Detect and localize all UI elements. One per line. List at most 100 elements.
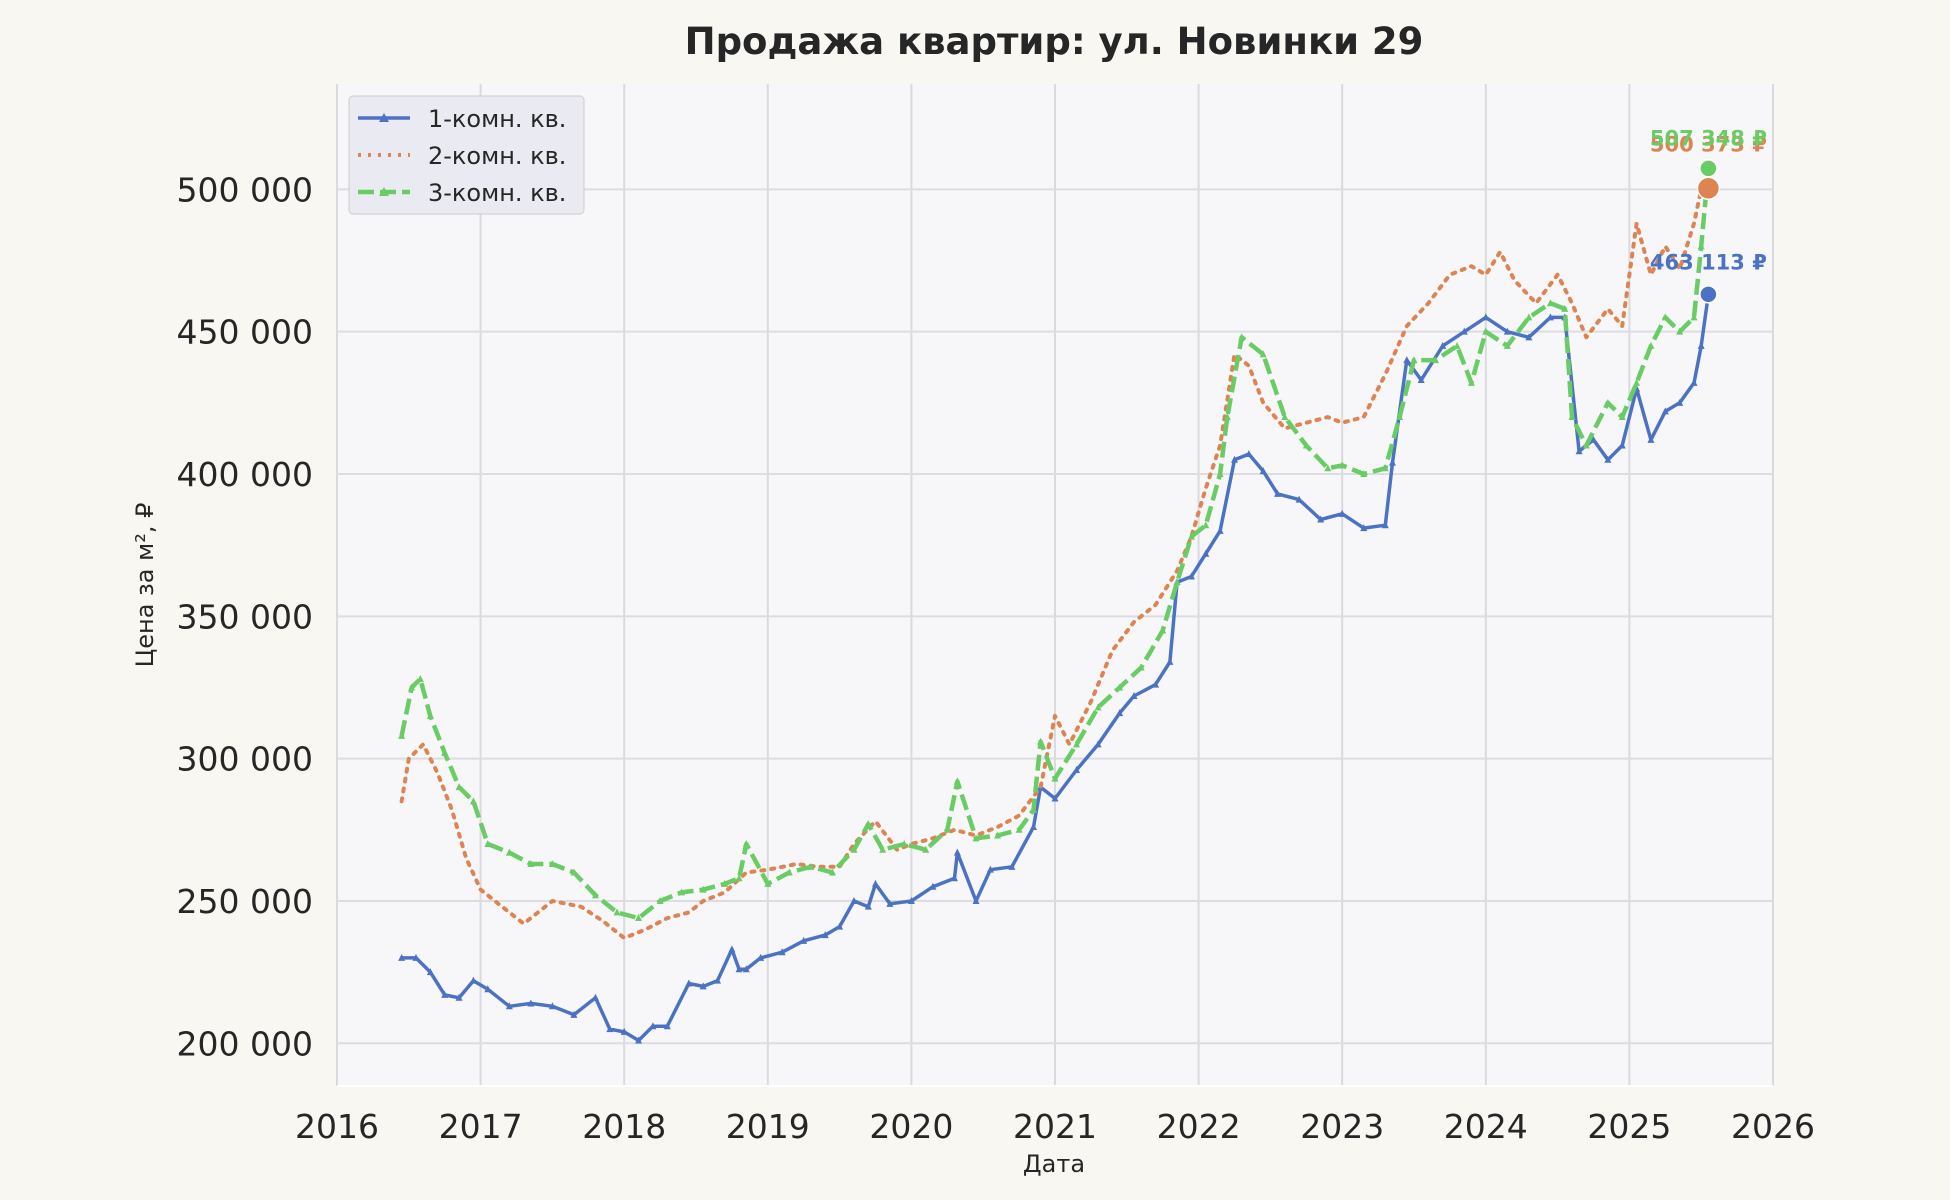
y-tick-label: 450 000 xyxy=(177,313,313,352)
end-value-label-2: 500 373 ₽ xyxy=(1650,132,1767,156)
series-1-point xyxy=(907,896,915,904)
series-3-point xyxy=(1159,626,1167,634)
series-1-point xyxy=(1245,450,1253,458)
series-3-point xyxy=(1561,304,1569,312)
series-1-point xyxy=(864,902,872,910)
series-3-point xyxy=(972,834,980,842)
series-1-point xyxy=(850,896,858,904)
series-3-point xyxy=(1116,683,1124,691)
series-1-point xyxy=(398,953,406,961)
y-tick-label: 300 000 xyxy=(177,740,313,779)
x-tick-label: 2016 xyxy=(295,1107,379,1146)
series-1-point xyxy=(1647,435,1655,443)
series-3-point xyxy=(656,896,664,904)
series-1-point xyxy=(635,1036,643,1044)
series-1-point xyxy=(469,976,477,984)
series-1-point xyxy=(986,865,994,873)
series-1-point xyxy=(412,953,420,961)
series-1-point xyxy=(1338,509,1346,517)
series-3-point xyxy=(1410,356,1418,364)
series-3-point xyxy=(426,711,434,719)
end-marker-2 xyxy=(1696,176,1721,201)
series-group xyxy=(398,164,1712,1044)
series-3-point xyxy=(735,874,743,882)
series-1-point xyxy=(714,976,722,984)
series-3-point xyxy=(828,868,836,876)
series-3-point xyxy=(721,879,729,887)
series-1-point xyxy=(1525,333,1533,341)
series-3-point xyxy=(1432,356,1440,364)
x-tick-label: 2023 xyxy=(1300,1107,1384,1146)
legend-label-3: 3-комн. кв. xyxy=(428,179,566,207)
x-tick-label: 2019 xyxy=(726,1107,810,1146)
series-3-point xyxy=(1094,703,1102,711)
series-1-point xyxy=(886,899,894,907)
grid xyxy=(336,84,1774,1086)
legend-marker-3 xyxy=(379,187,389,196)
series-3-point xyxy=(1690,313,1698,321)
series-1-point xyxy=(699,982,707,990)
series-1-point xyxy=(1661,407,1669,415)
series-3-point xyxy=(1661,313,1669,321)
end-marker-3 xyxy=(1699,159,1718,178)
series-1-point xyxy=(1317,515,1325,523)
series-1-point xyxy=(757,953,765,961)
series-3-point xyxy=(1302,441,1310,449)
series-1-point xyxy=(1618,441,1626,449)
series-1-point xyxy=(663,1022,671,1030)
series-3-point xyxy=(699,885,707,893)
series-3-point xyxy=(1281,413,1289,421)
series-3-point xyxy=(1173,578,1181,586)
series-3-point xyxy=(1223,413,1231,421)
series-3-point xyxy=(1360,469,1368,477)
series-3-point xyxy=(455,783,463,791)
series-3-point xyxy=(1604,398,1612,406)
series-3-point xyxy=(785,868,793,876)
series-1-point xyxy=(570,1010,578,1018)
series-1-point xyxy=(1029,822,1037,830)
end-value-label-3: 507 348 ₽ xyxy=(1650,126,1767,150)
series-3-point xyxy=(900,840,908,848)
series-3-point xyxy=(1568,413,1576,421)
series-3-point xyxy=(1187,532,1195,540)
series-1-point xyxy=(1187,572,1195,580)
legend-label-2: 2-комн. кв. xyxy=(428,142,566,170)
series-3-point xyxy=(1697,242,1705,250)
series-1-point xyxy=(1073,766,1081,774)
series-1-point xyxy=(620,1027,628,1035)
series-3-point xyxy=(591,891,599,899)
series-3-point xyxy=(1647,341,1655,349)
series-3-point xyxy=(678,888,686,896)
series-1-point xyxy=(606,1025,614,1033)
y-tick-label: 250 000 xyxy=(177,882,313,921)
series-3-point xyxy=(1238,333,1246,341)
end-value-label-1: 463 113 ₽ xyxy=(1650,250,1767,274)
series-1-point xyxy=(800,936,808,944)
series-3-point xyxy=(1137,663,1145,671)
series-1-point xyxy=(728,945,736,953)
series-3-point xyxy=(994,831,1002,839)
series-3-point xyxy=(484,840,492,848)
y-tick-label: 350 000 xyxy=(177,597,313,636)
series-1-point xyxy=(1274,489,1282,497)
series-1-point xyxy=(505,1002,513,1010)
series-3-point xyxy=(1338,461,1346,469)
series-3-point xyxy=(1482,327,1490,335)
series-1-point xyxy=(1259,467,1267,475)
series-1-point xyxy=(1051,794,1059,802)
series-3-point xyxy=(408,683,416,691)
series-1-point xyxy=(1604,455,1612,463)
series-1-point xyxy=(484,985,492,993)
series-1-point xyxy=(1116,709,1124,717)
series-3-point xyxy=(1453,341,1461,349)
series-3-point xyxy=(570,868,578,876)
series-1-point xyxy=(872,879,879,887)
series-1-point xyxy=(441,990,449,998)
legend: 1-комн. кв. 2-комн. кв. 3-комн. кв. xyxy=(348,95,585,215)
series-3-point xyxy=(1259,350,1267,358)
series-1-point xyxy=(972,896,980,904)
series-3-point xyxy=(469,797,477,805)
series-1-point xyxy=(1008,862,1016,870)
series-3-point xyxy=(416,674,424,682)
